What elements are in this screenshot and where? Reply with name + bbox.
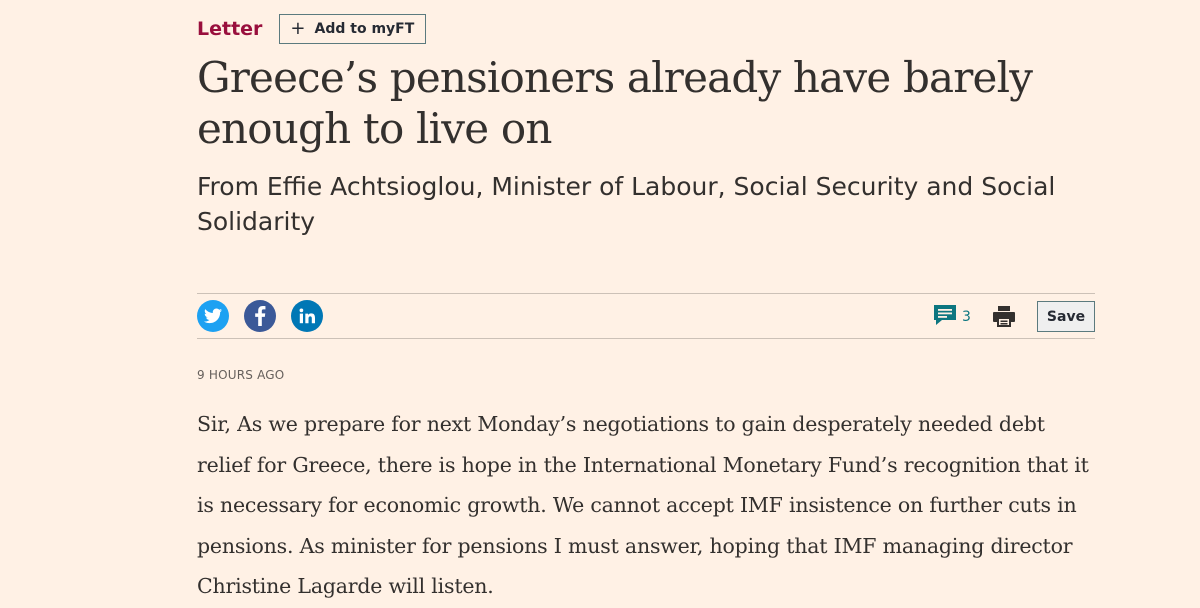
linkedin-icon bbox=[299, 308, 315, 324]
article-standfirst: From Effie Achtsioglou, Minister of Labo… bbox=[197, 172, 1056, 236]
share-toolbar: 3 Save bbox=[197, 293, 1095, 339]
add-to-myft-button[interactable]: + Add to myFT bbox=[279, 14, 427, 44]
linkedin-share-button[interactable] bbox=[291, 300, 323, 332]
article-kicker[interactable]: Letter bbox=[197, 18, 263, 40]
article-timestamp: 9 HOURS AGO bbox=[197, 368, 285, 382]
twitter-icon bbox=[204, 308, 222, 324]
print-button[interactable] bbox=[992, 304, 1016, 333]
plus-icon: + bbox=[290, 18, 306, 39]
add-to-myft-label: Add to myFT bbox=[314, 21, 415, 37]
comments-button[interactable]: 3 bbox=[933, 303, 971, 327]
page-title: Greece’s pensioners already have barely … bbox=[197, 53, 1033, 153]
comment-icon bbox=[934, 305, 956, 325]
article-body: Sir, As we prepare for next Monday’s neg… bbox=[197, 412, 1089, 598]
comment-count: 3 bbox=[962, 309, 971, 325]
save-button[interactable]: Save bbox=[1037, 301, 1095, 332]
article-topline: Letter + Add to myFT bbox=[197, 13, 427, 45]
printer-icon bbox=[993, 306, 1015, 327]
facebook-icon bbox=[255, 306, 266, 326]
twitter-share-button[interactable] bbox=[197, 300, 229, 332]
facebook-share-button[interactable] bbox=[244, 300, 276, 332]
